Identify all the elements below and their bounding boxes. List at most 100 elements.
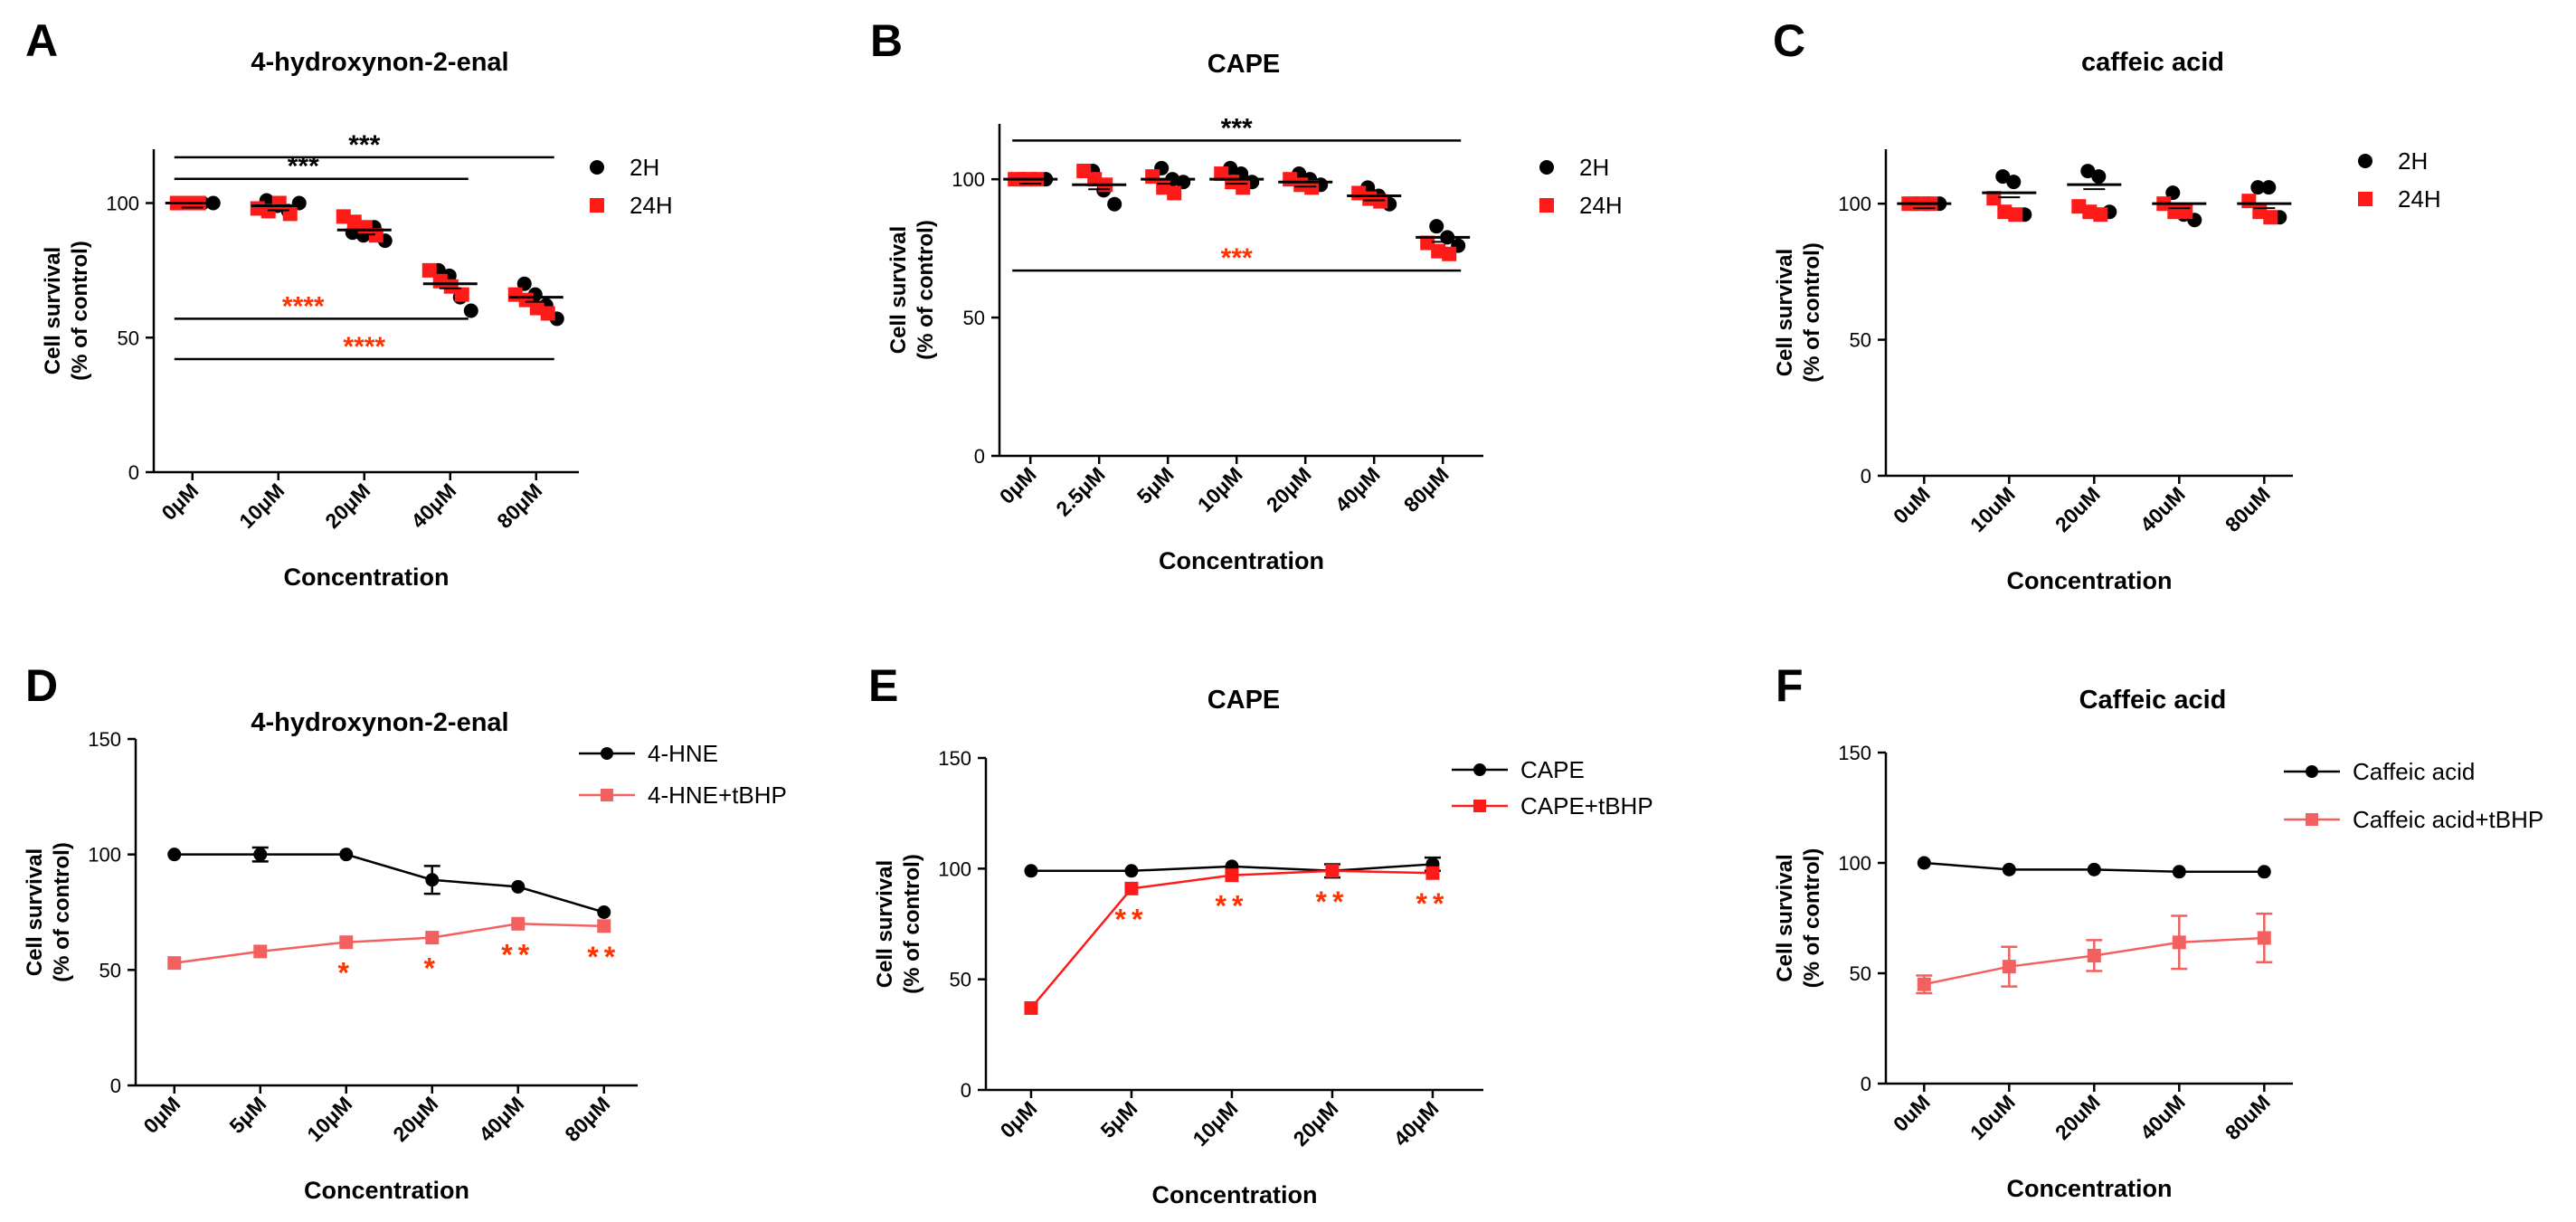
x-tick-label: 0μM [138, 1092, 185, 1138]
data-point [1425, 866, 1440, 880]
data-point [1167, 185, 1182, 201]
y-axis-title: Cell survival (% of control) [1773, 848, 1824, 989]
legend-label: CAPE [1520, 756, 1585, 783]
y-axis-title-line: (% of control) [1800, 848, 1824, 989]
data-point [2093, 207, 2108, 223]
legend-marker [601, 789, 613, 801]
data-point [2091, 169, 2107, 185]
data-point [2006, 175, 2022, 190]
x-tick-label: 0μM [156, 478, 203, 525]
x-tick-label: 5μM [224, 1092, 270, 1138]
data-point [2172, 935, 2186, 950]
legend-label: Caffeic acid [2353, 758, 2475, 785]
panel-e: E CAPE 0 50 100 150 0μM 5μM 10μM 20μM 40μM Concentr… [868, 660, 1653, 1208]
x-axis-title: Concentration [283, 564, 449, 591]
data-point [1236, 180, 1251, 195]
legend-label: CAPE+tBHP [1520, 792, 1653, 819]
legend-label: 24H [2398, 185, 2441, 213]
data-point [2087, 948, 2101, 962]
data-point [2178, 204, 2193, 220]
significance-label: *** [1221, 113, 1253, 143]
significance-label: *** [288, 152, 319, 182]
legend-label: 2H [1579, 154, 1609, 181]
data-point [2263, 210, 2278, 225]
data-point [167, 848, 182, 862]
data-point [1124, 881, 1139, 895]
data-point [1986, 191, 2002, 206]
y-axis-title: Cell survival (% of control) [41, 241, 92, 381]
significance-label: *** [1221, 243, 1253, 273]
legend-marker [1539, 198, 1554, 213]
data-point [1917, 856, 1931, 870]
y-tick-label: 0 [974, 445, 985, 468]
legend-label: 4-HNE [648, 740, 718, 767]
data-point [463, 303, 478, 318]
y-tick-label: 50 [118, 327, 139, 349]
x-tick-label: 40uM [2136, 482, 2190, 536]
legend-label: Caffeic acid+tBHP [2353, 806, 2543, 833]
y-tick-label: 0 [1861, 1073, 1871, 1095]
y-axis-title-line: Cell survival [41, 247, 65, 374]
legend-marker [2306, 813, 2318, 826]
data-point [368, 228, 384, 243]
x-tick-label: 20μM [1289, 1096, 1343, 1151]
y-axis-title-line: Cell survival [873, 860, 897, 988]
data-point [2080, 164, 2096, 179]
x-tick-label: 80μM [1399, 462, 1454, 516]
data-point [511, 879, 526, 894]
data-point [1429, 219, 1444, 234]
significance-label: **** [282, 291, 325, 321]
panel-a: A 4-hydroxynon-2-enal 0 50 100 0μM 10μM 20μM 40μ… [25, 15, 673, 591]
y-tick-label: 150 [938, 747, 971, 770]
y-axis-title-line: (% of control) [914, 220, 938, 360]
chart-title: 4-hydroxynon-2-enal [251, 48, 508, 77]
x-tick-label: 10μM [1189, 1096, 1243, 1151]
y-tick-label: 50 [1850, 329, 1871, 352]
y-tick-label: 100 [106, 193, 139, 215]
data-point [1995, 169, 2011, 185]
y-axis-title-line: (% of control) [1800, 242, 1824, 383]
data-point [425, 931, 440, 945]
y-tick-label: 50 [950, 969, 971, 991]
data-point [454, 287, 469, 302]
series-line [174, 853, 605, 914]
y-axis-title: Cell survival (% of control) [1773, 242, 1824, 383]
x-tick-label: 40μM [406, 478, 460, 533]
legend-marker [590, 198, 604, 213]
chart-title: CAPE [1208, 686, 1281, 715]
data-point [2257, 865, 2271, 879]
legend-marker [1473, 800, 1486, 812]
x-tick-label: 20μM [1262, 462, 1316, 516]
x-tick-label: 0uM [1889, 1090, 1935, 1136]
y-axis-title-line: Cell survival [1773, 249, 1797, 376]
y-tick-label: 100 [952, 168, 985, 191]
legend-label: 4-HNE+tBHP [648, 782, 787, 809]
data-point [540, 306, 555, 321]
y-axis-title: Cell survival (% of control) [23, 842, 74, 982]
x-axis-title: Concentration [1159, 547, 1324, 574]
legend-marker [2306, 765, 2318, 778]
x-tick-label: 10uM [1965, 1090, 2020, 1144]
legend-marker [601, 747, 613, 760]
data-point [2257, 931, 2271, 945]
y-tick-label: 50 [1850, 962, 1871, 985]
legend-label: 24H [630, 192, 673, 219]
panel-b: B CAPE 0 50 100 0μM 2.5μM 5μM 10μM 20μM 40μM 80μM Co… [870, 15, 1623, 574]
data-point [597, 919, 611, 933]
y-tick-label: 100 [1838, 193, 1871, 215]
legend-label: 24H [1579, 192, 1623, 219]
y-axis-title-line: (% of control) [68, 241, 92, 381]
y-axis-title-line: (% of control) [900, 854, 924, 994]
series-line [174, 923, 604, 964]
chart-title: caffeic acid [2081, 48, 2224, 77]
x-tick-label: 10μM [1193, 462, 1247, 516]
panel-f: F Caffeic acid 0 50 100 150 0uM 10uM 20uM 40uM 80u… [1773, 660, 2543, 1202]
x-axis-title: Concentration [2006, 567, 2172, 594]
y-tick-label: 100 [1838, 852, 1871, 875]
panel-letter: F [1776, 660, 1804, 711]
panel-letter: A [25, 15, 58, 66]
data-point [282, 206, 298, 222]
y-tick-label: 50 [963, 307, 985, 329]
